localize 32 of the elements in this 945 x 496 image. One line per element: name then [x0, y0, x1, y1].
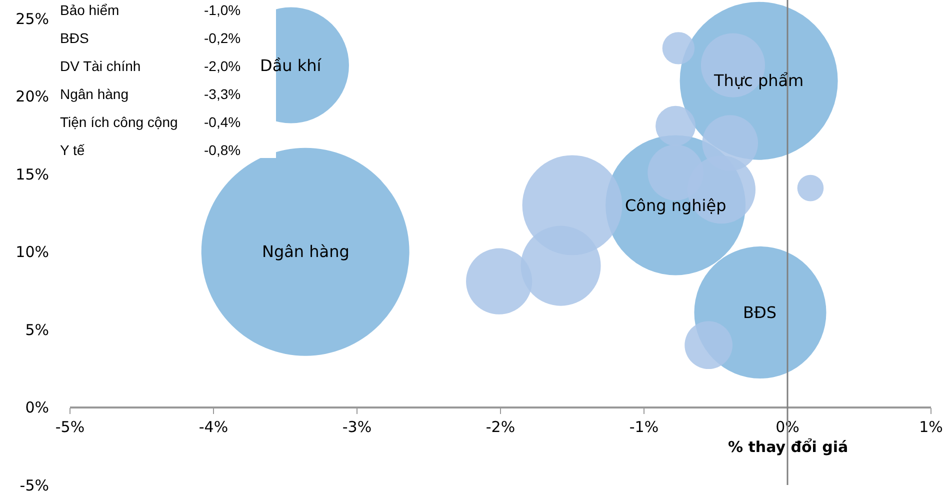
y-tick-label: 25% — [16, 10, 49, 28]
x-axis-title: % thay đổi giá — [728, 438, 848, 456]
annotation: Dầu khí — [260, 56, 322, 75]
annotation: Bảo hiểm — [60, 2, 120, 18]
y-tick-label: 15% — [16, 165, 49, 184]
annotation: -0,8% — [204, 142, 241, 158]
x-tick-label: -1% — [629, 418, 659, 436]
annotation: Ngân hàng — [262, 242, 350, 261]
y-tick-label: -5% — [20, 476, 49, 494]
y-tick-label: 20% — [16, 88, 49, 106]
annotation: Y tế — [60, 142, 85, 158]
annotation: -3,3% — [204, 86, 241, 102]
x-tick-label: 1% — [919, 418, 943, 436]
y-tick-label: 0% — [25, 398, 49, 417]
annotation: -2,0% — [204, 58, 241, 74]
annotation: Thực phẩm — [713, 71, 804, 90]
annotation: -0,2% — [204, 30, 241, 46]
y-tick-label: 10% — [16, 243, 49, 262]
annotation: Ngân hàng — [60, 86, 129, 102]
x-tick-label: 0% — [776, 418, 800, 436]
x-tick-label: -3% — [342, 418, 372, 436]
annotation: BĐS — [743, 303, 777, 322]
y-tick-label: 5% — [25, 320, 49, 339]
annotation: -0,4% — [204, 114, 241, 130]
annotation: DV Tài chính — [60, 58, 141, 74]
annotation: BĐS — [60, 30, 89, 46]
x-tick-label: -2% — [486, 418, 516, 436]
x-tick-label: -5% — [55, 418, 85, 436]
annotation: Tiện ích công cộng — [60, 114, 178, 130]
annotation: -1,0% — [204, 2, 241, 18]
annotation: Công nghiệp — [625, 196, 726, 215]
x-tick-label: -4% — [198, 418, 228, 436]
